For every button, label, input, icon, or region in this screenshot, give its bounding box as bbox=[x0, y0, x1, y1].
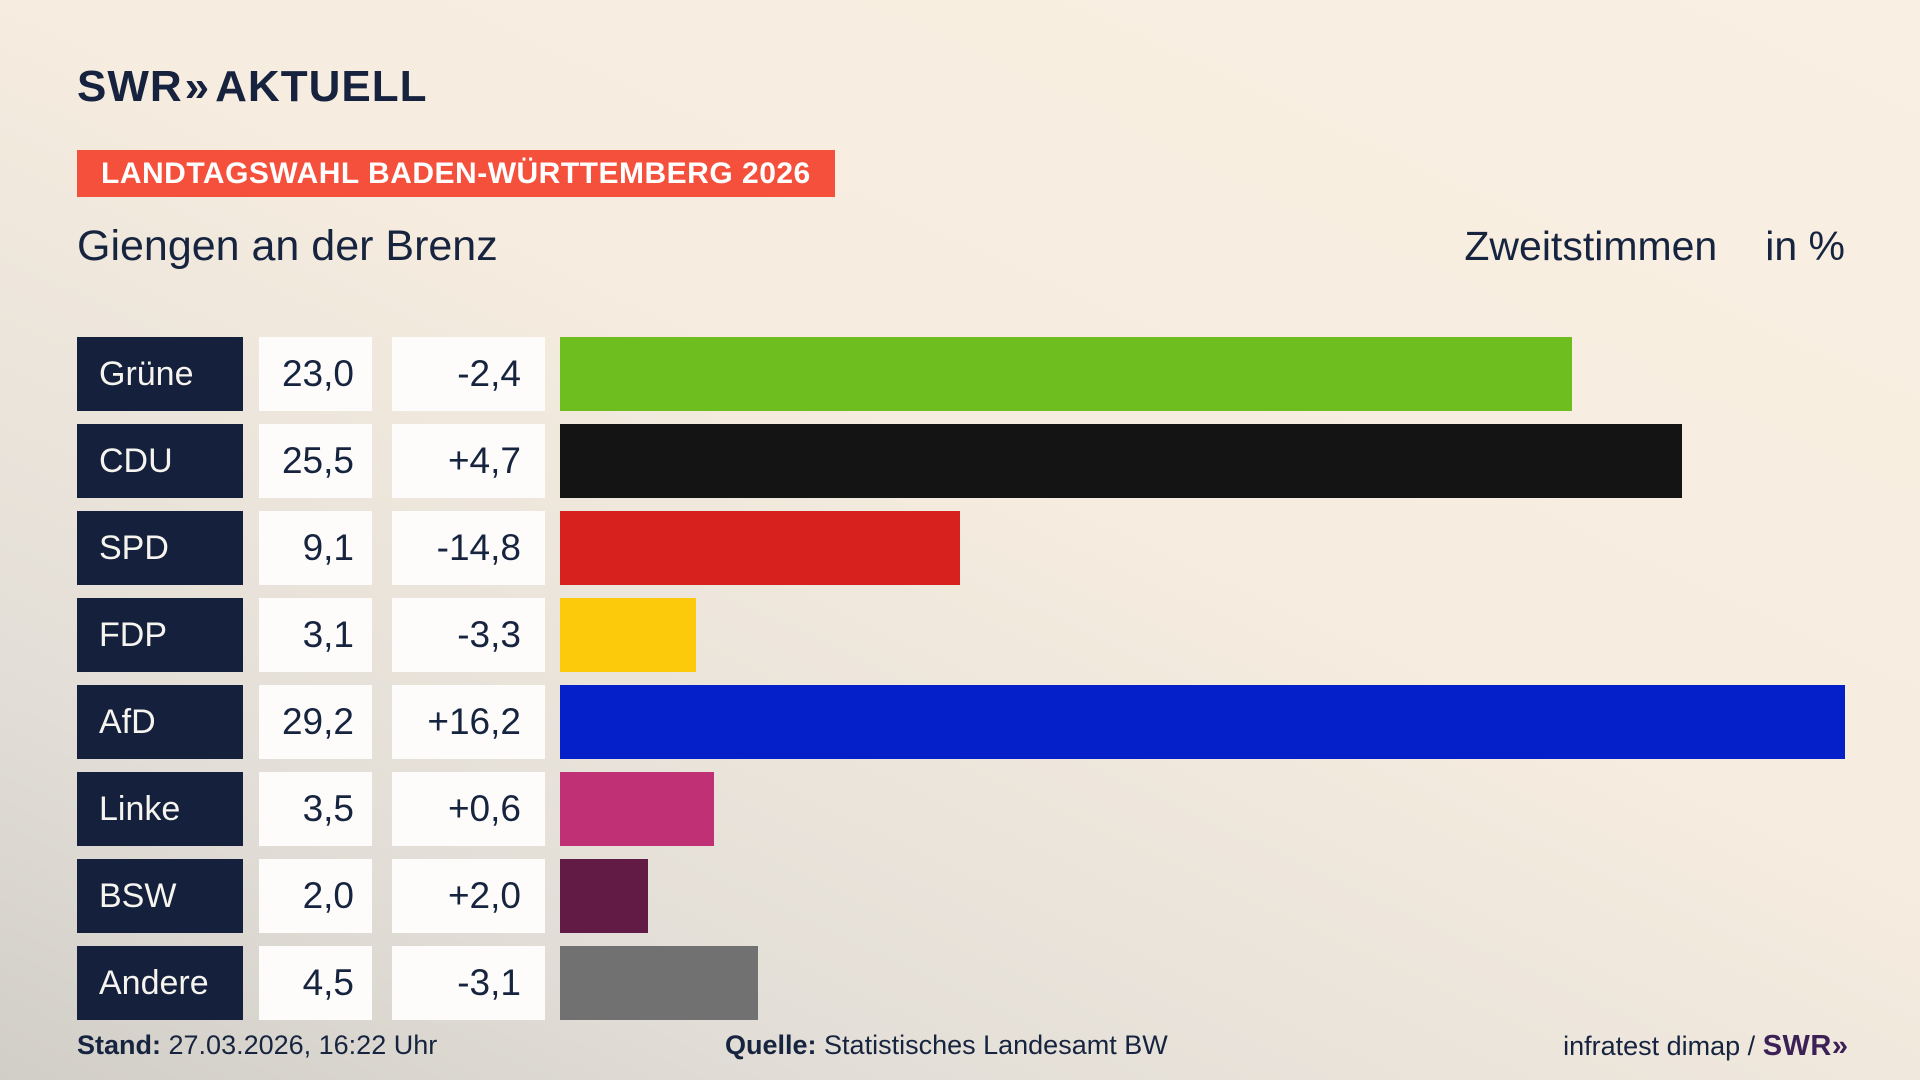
quelle-value: Statistisches Landesamt BW bbox=[824, 1030, 1168, 1060]
stand-value: 27.03.2026, 16:22 Uhr bbox=[168, 1030, 438, 1060]
party-label: SPD bbox=[77, 511, 243, 585]
change-cell: -3,3 bbox=[392, 598, 545, 672]
chart-row: BSW 2,0 +2,0 bbox=[77, 859, 1845, 933]
value-cell: 2,0 bbox=[259, 859, 372, 933]
change-cell: +2,0 bbox=[392, 859, 545, 933]
swr-footer-logo-chevrons-icon: » bbox=[1831, 1030, 1848, 1062]
credit-text: infratest dimap / bbox=[1563, 1031, 1756, 1061]
value-cell: 4,5 bbox=[259, 946, 372, 1020]
value-cell: 29,2 bbox=[259, 685, 372, 759]
vote-type-title: Zweitstimmen in % bbox=[1464, 223, 1845, 270]
bar-track bbox=[560, 598, 1845, 672]
swr-footer-logo-text: SWR bbox=[1762, 1030, 1832, 1062]
result-bar bbox=[560, 511, 961, 585]
stand-label: Stand: bbox=[77, 1030, 161, 1060]
change-cell: -3,1 bbox=[392, 946, 545, 1020]
bar-track bbox=[560, 685, 1845, 759]
change-cell: +16,2 bbox=[392, 685, 545, 759]
result-bar bbox=[560, 946, 759, 1020]
vote-type-label: Zweitstimmen bbox=[1464, 223, 1718, 269]
change-cell: +4,7 bbox=[392, 424, 545, 498]
swr-aktuell-logo: SWR» AKTUELL bbox=[77, 62, 427, 112]
value-cell: 25,5 bbox=[259, 424, 372, 498]
value-cell: 9,1 bbox=[259, 511, 372, 585]
party-label: FDP bbox=[77, 598, 243, 672]
chart-row: SPD 9,1 -14,8 bbox=[77, 511, 1845, 585]
bar-track bbox=[560, 772, 1845, 846]
results-bar-chart: Grüne 23,0 -2,4 CDU 25,5 +4,7 SPD 9,1 -14,8 FDP 3,… bbox=[77, 337, 1845, 1020]
election-banner: LANDTAGSWAHL BADEN-WÜRTTEMBERG 2026 bbox=[77, 150, 835, 197]
change-cell: -14,8 bbox=[392, 511, 545, 585]
party-label: Linke bbox=[77, 772, 243, 846]
municipality-title: Giengen an der Brenz bbox=[77, 222, 498, 270]
bar-track bbox=[560, 511, 1845, 585]
party-label: BSW bbox=[77, 859, 243, 933]
change-cell: -2,4 bbox=[392, 337, 545, 411]
party-label: CDU bbox=[77, 424, 243, 498]
result-bar bbox=[560, 859, 648, 933]
logo-suffix: AKTUELL bbox=[215, 62, 428, 111]
swr-logo-chevrons-icon: » bbox=[184, 62, 210, 111]
chart-row: Linke 3,5 +0,6 bbox=[77, 772, 1845, 846]
party-label: AfD bbox=[77, 685, 243, 759]
value-cell: 3,1 bbox=[259, 598, 372, 672]
quelle-label: Quelle: bbox=[725, 1030, 817, 1060]
bar-track bbox=[560, 424, 1845, 498]
bar-track bbox=[560, 859, 1845, 933]
bar-track bbox=[560, 946, 1845, 1020]
value-cell: 23,0 bbox=[259, 337, 372, 411]
chart-row: FDP 3,1 -3,3 bbox=[77, 598, 1845, 672]
chart-row: Grüne 23,0 -2,4 bbox=[77, 337, 1845, 411]
source-note: Quelle: Statistisches Landesamt BW bbox=[725, 1030, 1168, 1061]
party-label: Andere bbox=[77, 946, 243, 1020]
bar-track bbox=[560, 337, 1845, 411]
result-bar bbox=[560, 337, 1573, 411]
result-bar bbox=[560, 772, 715, 846]
value-cell: 3,5 bbox=[259, 772, 372, 846]
result-bar bbox=[560, 685, 1845, 759]
party-label: Grüne bbox=[77, 337, 243, 411]
swr-footer-logo: SWR» bbox=[1762, 1030, 1848, 1062]
chart-row: AfD 29,2 +16,2 bbox=[77, 685, 1845, 759]
change-cell: +0,6 bbox=[392, 772, 545, 846]
chart-row: CDU 25,5 +4,7 bbox=[77, 424, 1845, 498]
result-bar bbox=[560, 598, 697, 672]
title-row: Giengen an der Brenz Zweitstimmen in % bbox=[77, 222, 1845, 271]
unit-label: in % bbox=[1765, 223, 1845, 269]
credit-note: infratest dimap / SWR» bbox=[1563, 1030, 1848, 1063]
stand-timestamp: Stand: 27.03.2026, 16:22 Uhr bbox=[77, 1030, 437, 1061]
result-bar bbox=[560, 424, 1683, 498]
chart-row: Andere 4,5 -3,1 bbox=[77, 946, 1845, 1020]
swr-logo-text: SWR bbox=[77, 62, 183, 111]
